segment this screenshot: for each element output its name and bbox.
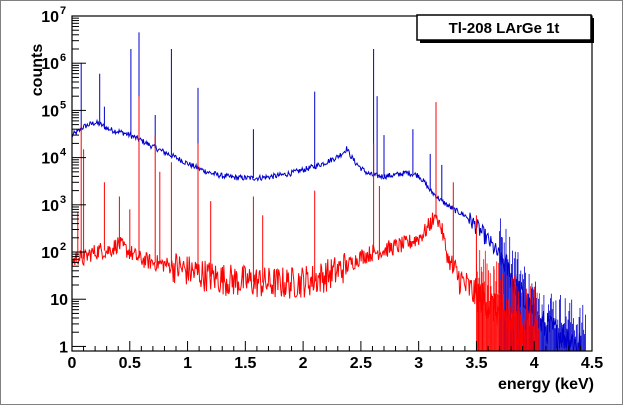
chart-title: Tl-208 LArGe 1t	[449, 20, 560, 37]
series-1-continuum	[72, 212, 524, 346]
legend-box: Tl-208 LArGe 1t	[416, 14, 594, 43]
y-tick-label-2: 10	[41, 245, 59, 262]
y-tick-exponent-3: 3	[60, 194, 66, 206]
x-tick-label-6: 3	[414, 355, 423, 372]
y-tick-exponent-7: 7	[60, 5, 66, 17]
x-tick-label-2: 1	[183, 355, 192, 372]
x-axis-title: energy (keV)	[498, 376, 594, 393]
x-tick-label-3: 1.5	[234, 355, 256, 372]
y-axis-title: counts	[29, 44, 46, 97]
y-tick-label-1: 10	[50, 292, 68, 309]
y-tick-exponent-4: 4	[60, 147, 67, 159]
y-tick-exponent-2: 2	[60, 241, 66, 253]
x-tick-label-5: 2.5	[350, 355, 372, 372]
y-tick-exponent-5: 5	[60, 99, 66, 111]
y-tick-label-4: 10	[41, 151, 59, 168]
x-tick-label-0: 0	[68, 355, 77, 372]
y-tick-label-7: 10	[41, 9, 59, 26]
series-0-continuum	[72, 118, 581, 351]
plot-frame	[71, 15, 593, 352]
y-tick-label-3: 10	[41, 198, 59, 215]
y-tick-label-6: 10	[41, 56, 59, 73]
x-tick-label-8: 4	[530, 355, 539, 372]
x-tick-label-4: 2	[299, 355, 308, 372]
y-tick-label-0: 1	[59, 339, 68, 356]
x-tick-label-1: 0.5	[119, 355, 141, 372]
y-tick-exponent-6: 6	[60, 52, 66, 64]
x-tick-label-9: 4.5	[581, 355, 603, 372]
y-tick-label-5: 10	[41, 103, 59, 120]
x-tick-label-7: 3.5	[465, 355, 487, 372]
